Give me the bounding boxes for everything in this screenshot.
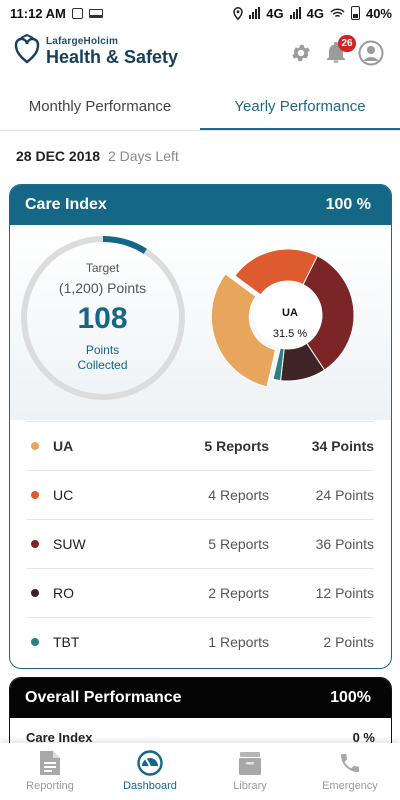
period-row: 28 DEC 2018 2 Days Left xyxy=(16,148,179,164)
overall-row-label: Care Index xyxy=(26,730,93,745)
status-bar: 11:12 AM 4G 4G 40% xyxy=(0,0,400,26)
category-points: 12 Points xyxy=(315,585,374,601)
points-donut-chart[interactable] xyxy=(206,233,386,413)
gauge-points-label: Points xyxy=(85,343,120,357)
category-reports: 5 Reports xyxy=(204,438,269,454)
gauge-target-label: Target xyxy=(85,261,120,275)
list-item-uc[interactable]: UC 4 Reports 24 Points xyxy=(27,470,374,519)
nav-library[interactable]: Library xyxy=(200,743,300,800)
care-index-percent: 100 % xyxy=(325,196,371,213)
category-name: SUW xyxy=(53,536,86,552)
overall-row-value: 0 % xyxy=(352,730,375,745)
donut-center-value: 31.5 % xyxy=(272,328,308,340)
category-reports: 5 Reports xyxy=(208,536,269,552)
nav-reporting[interactable]: Reporting xyxy=(0,743,100,800)
settings-button[interactable] xyxy=(286,38,316,68)
performance-tabs: Monthly Performance Yearly Performance xyxy=(0,88,400,131)
gallery-notification-icon xyxy=(71,7,83,19)
tab-monthly-performance[interactable]: Monthly Performance xyxy=(28,98,172,115)
category-name: UA xyxy=(53,438,74,454)
gauge-points-value: 108 xyxy=(77,302,128,335)
gauge-progress-arc xyxy=(102,236,147,254)
care-index-header: Care Index 100 % xyxy=(10,185,391,225)
list-item-ua[interactable]: UA 5 Reports 34 Points xyxy=(27,421,374,470)
nav-emergency-label: Emergency xyxy=(322,780,378,792)
period-date: 28 DEC 2018 xyxy=(16,148,101,164)
category-reports: 4 Reports xyxy=(208,487,269,503)
gauge-collected-label: Collected xyxy=(77,358,128,372)
nav-emergency[interactable]: Emergency xyxy=(300,743,400,800)
signal-icon xyxy=(249,7,261,19)
category-points: 24 Points xyxy=(315,487,374,503)
overall-performance-header: Overall Performance 100% xyxy=(10,678,391,718)
nav-reporting-label: Reporting xyxy=(26,780,74,792)
overall-row-care-index: Care Index 0 % xyxy=(10,718,391,745)
overall-performance-title: Overall Performance xyxy=(25,689,182,706)
category-list: UA 5 Reports 34 Points UC 4 Reports 24 P… xyxy=(10,421,391,666)
notification-count-badge: 26 xyxy=(338,35,356,52)
category-reports: 2 Reports xyxy=(208,585,269,601)
target-gauge xyxy=(21,236,185,400)
legend-dot-ro xyxy=(31,589,39,597)
phone-icon xyxy=(341,754,359,772)
donut-slice-suw[interactable] xyxy=(302,255,355,371)
signal-icon-2 xyxy=(289,7,301,19)
nav-dashboard-label: Dashboard xyxy=(123,780,177,792)
category-name: UC xyxy=(53,487,74,503)
list-item-tbt[interactable]: TBT 1 Reports 2 Points xyxy=(27,617,374,666)
overall-performance-percent: 100% xyxy=(330,689,371,706)
donut-slice-ua[interactable] xyxy=(210,273,277,388)
legend-dot-tbt xyxy=(31,638,39,646)
profile-button[interactable] xyxy=(356,38,386,68)
location-icon xyxy=(233,6,244,20)
gauge-points-caption: Points Collected xyxy=(20,343,185,373)
clock: 11:12 AM xyxy=(10,5,66,21)
battery-level: 40% xyxy=(365,5,392,21)
category-name: RO xyxy=(53,585,74,601)
document-icon xyxy=(40,751,60,775)
overall-performance-card[interactable]: Overall Performance 100% Care Index 0 % xyxy=(9,677,392,757)
donut-center xyxy=(254,281,322,349)
legend-dot-suw xyxy=(31,540,39,548)
nav-dashboard[interactable]: Dashboard xyxy=(100,743,200,800)
network-type-1: 4G xyxy=(266,5,284,21)
category-reports: 1 Reports xyxy=(208,634,269,650)
category-points: 36 Points xyxy=(315,536,374,552)
category-points: 34 Points xyxy=(311,438,374,454)
bottom-navigation: Reporting Dashboard Library Emergency xyxy=(0,743,400,800)
speedometer-icon xyxy=(137,750,163,776)
heart-shield-logo-icon xyxy=(14,34,40,64)
list-item-ro[interactable]: RO 2 Reports 12 Points xyxy=(27,568,374,617)
care-index-charts: Target (1,200) Points 108 Points Collect… xyxy=(10,225,391,420)
category-name: TBT xyxy=(53,634,80,650)
gear-icon xyxy=(292,44,310,62)
list-item-suw[interactable]: SUW 5 Reports 36 Points xyxy=(27,519,374,568)
app-title: Health & Safety xyxy=(46,47,179,67)
app-header: LafargeHolcim Health & Safety 26 xyxy=(0,26,400,86)
legend-dot-uc xyxy=(31,491,39,499)
wifi-icon xyxy=(330,7,345,17)
archive-box-icon xyxy=(239,752,261,775)
nav-library-label: Library xyxy=(233,780,267,792)
care-index-title: Care Index xyxy=(25,196,107,213)
legend-dot-ua xyxy=(31,442,39,450)
brand-name: LafargeHolcim xyxy=(46,36,119,47)
network-type-2: 4G xyxy=(306,5,324,21)
laptop-notification-icon xyxy=(88,8,103,18)
days-left: 2 Days Left xyxy=(107,148,179,164)
user-avatar-icon xyxy=(358,40,384,66)
category-points: 2 Points xyxy=(323,634,374,650)
notifications-button[interactable]: 26 xyxy=(321,35,356,68)
tab-yearly-performance[interactable]: Yearly Performance xyxy=(200,88,400,130)
gauge-target-points: (1,200) Points xyxy=(58,280,147,296)
care-index-card[interactable]: Care Index 100 % Target (1,200) Points 1… xyxy=(9,184,392,669)
donut-center-name: UA xyxy=(282,307,298,319)
battery-icon xyxy=(350,6,360,20)
